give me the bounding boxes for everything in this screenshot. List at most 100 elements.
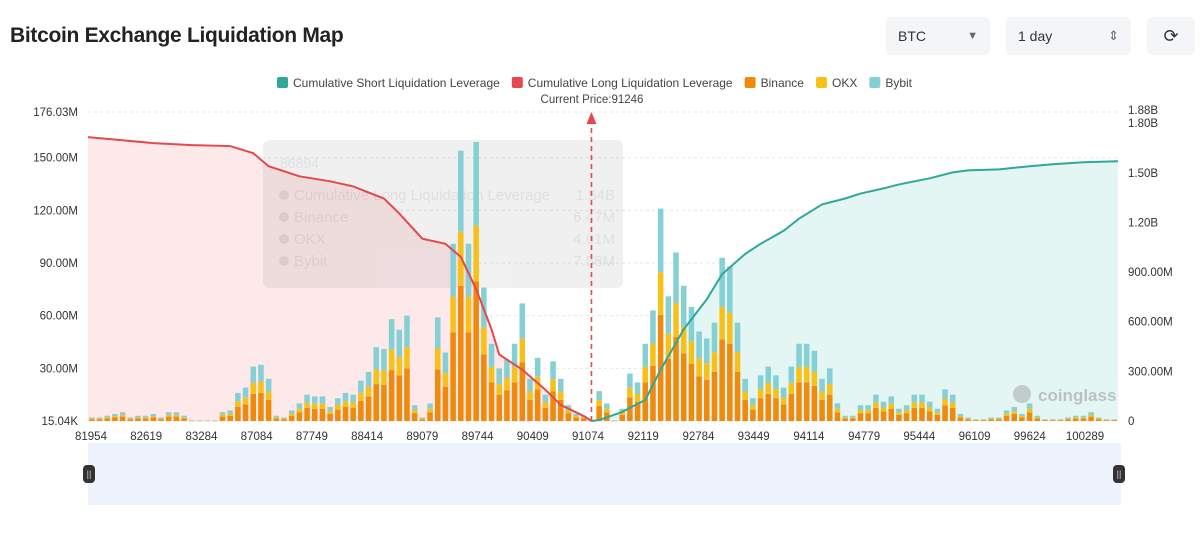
slider-handle-right[interactable]: ||	[1113, 465, 1125, 483]
range-slider[interactable]	[88, 443, 1121, 505]
bar-binance	[534, 389, 541, 421]
bar-bybit	[473, 141, 479, 226]
bar-binance	[411, 413, 418, 421]
bar-binance	[934, 414, 941, 421]
bar-binance	[381, 385, 387, 421]
bar-okx	[542, 402, 549, 408]
bar-okx	[811, 371, 818, 386]
bar-okx	[949, 402, 956, 408]
bar-okx	[973, 419, 979, 421]
bar-okx	[1011, 411, 1017, 414]
bar-binance	[919, 407, 925, 421]
bar-bybit	[888, 396, 895, 404]
bar-okx	[150, 416, 157, 418]
bar-binance	[219, 416, 226, 421]
bar-binance	[565, 413, 572, 421]
bar-bybit	[219, 412, 226, 415]
bar-binance	[627, 397, 633, 421]
bar-okx	[550, 379, 556, 392]
coin-select-value: BTC	[898, 28, 926, 44]
bar-binance	[1111, 420, 1117, 421]
bar-okx	[442, 373, 449, 387]
coinglass-logo-icon	[1013, 385, 1031, 403]
x-axis-tick: 96109	[959, 431, 991, 440]
bar-okx	[1088, 414, 1094, 417]
range-select[interactable]: 1 day ⇕	[1006, 17, 1131, 55]
bar-binance	[135, 418, 141, 421]
tooltip-dot	[279, 234, 289, 244]
bar-binance	[696, 376, 702, 421]
coin-select[interactable]: BTC ▼	[886, 17, 990, 55]
bar-bybit	[880, 401, 887, 408]
bar-okx	[258, 381, 264, 393]
bar-okx	[957, 416, 964, 418]
bar-binance	[796, 382, 802, 421]
bar-okx	[704, 363, 710, 380]
bar-okx	[896, 412, 902, 415]
bar-bybit	[119, 412, 126, 415]
tooltip-ghost	[263, 140, 623, 288]
bar-okx	[1111, 419, 1117, 421]
bar-binance	[342, 406, 349, 421]
bar-binance	[957, 417, 964, 421]
bar-binance	[427, 412, 433, 421]
bar-okx	[473, 225, 479, 282]
tooltip-dot	[279, 212, 289, 222]
legend-item[interactable]: OKX	[832, 76, 857, 90]
bar-bybit	[165, 412, 172, 415]
bar-okx	[796, 366, 802, 383]
legend-item[interactable]: Bybit	[885, 76, 912, 90]
bar-binance	[542, 407, 549, 421]
bar-bybit	[604, 403, 610, 409]
bar-binance	[949, 407, 956, 421]
bar-bybit	[573, 413, 579, 417]
refresh-button[interactable]: ⟳	[1147, 17, 1195, 55]
bar-binance	[1103, 420, 1110, 421]
bar-binance	[296, 412, 303, 421]
bar-bybit	[903, 405, 910, 410]
bar-binance	[396, 375, 403, 421]
bar-binance	[465, 332, 472, 421]
bar-binance	[1065, 419, 1071, 421]
bar-binance	[434, 369, 441, 421]
bar-binance	[358, 400, 364, 421]
bar-binance	[850, 418, 856, 421]
bar-bybit	[711, 322, 718, 353]
bar-binance	[150, 417, 157, 421]
bar-binance	[788, 393, 795, 421]
bar-bybit	[427, 403, 433, 409]
bar-binance	[842, 418, 848, 421]
bar-binance	[250, 393, 257, 421]
bar-okx	[511, 366, 518, 383]
legend: Cumulative Short Liquidation Leverage Cum…	[277, 76, 913, 90]
bar-bybit	[857, 405, 864, 410]
bar-bybit	[1088, 412, 1094, 415]
bar-bybit	[504, 359, 510, 378]
x-axis-tick: 81954	[75, 431, 108, 440]
bar-okx	[281, 418, 287, 420]
bar-binance	[734, 371, 741, 421]
bar-bybit	[189, 420, 195, 422]
bar-okx	[381, 370, 387, 386]
legend-item[interactable]: Cumulative Short Liquidation Leverage	[293, 76, 500, 90]
bar-okx	[311, 403, 318, 409]
slider-handle-left[interactable]: ||	[83, 465, 95, 483]
bar-binance	[719, 339, 725, 421]
liquidation-chart[interactable]: Cumulative Short Liquidation Leverage Cum…	[0, 0, 1200, 440]
bar-okx	[434, 348, 441, 370]
bar-bybit	[335, 398, 341, 406]
bar-binance	[1019, 417, 1025, 421]
bar-binance	[511, 382, 518, 421]
bar-bybit	[250, 366, 257, 383]
bar-bybit	[235, 392, 241, 402]
bar-bybit	[934, 408, 941, 413]
bar-bybit	[1049, 419, 1056, 420]
refresh-icon: ⟳	[1163, 25, 1179, 46]
bar-bybit	[704, 338, 710, 364]
legend-item[interactable]: Binance	[761, 76, 805, 90]
legend-item[interactable]: Cumulative Long Liquidation Leverage	[528, 76, 733, 90]
bar-binance	[527, 399, 533, 421]
bar-bybit	[404, 315, 410, 348]
bar-binance	[965, 419, 971, 421]
long-area	[88, 137, 592, 421]
